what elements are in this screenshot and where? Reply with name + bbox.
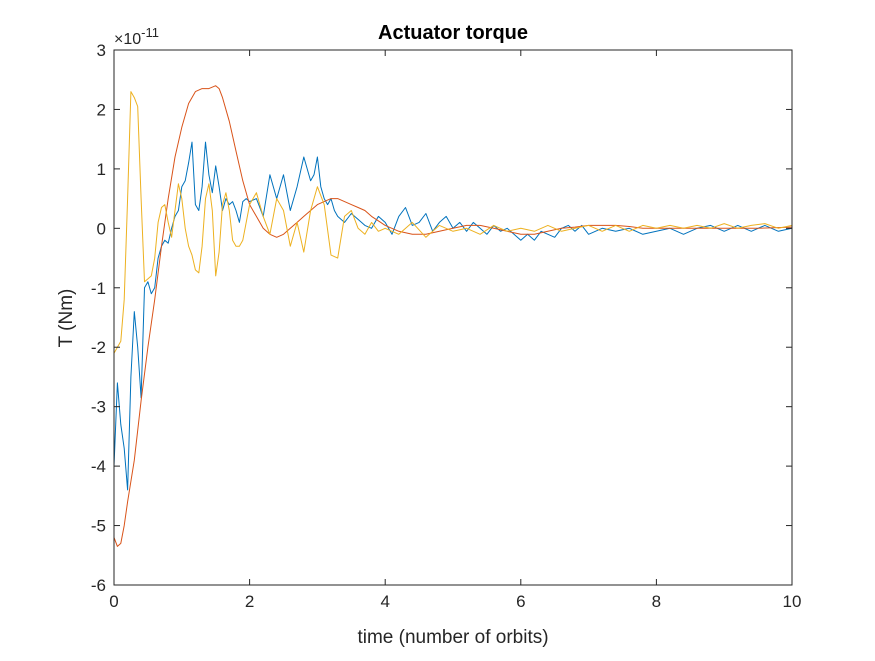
chart-title: Actuator torque xyxy=(378,22,528,44)
x-tick-label: 2 xyxy=(245,592,254,611)
y-tick-label: -5 xyxy=(91,517,106,536)
y-axis-label: T (Nm) xyxy=(56,289,77,348)
y-tick-label: -1 xyxy=(91,279,106,298)
plot-background xyxy=(114,50,792,585)
y-exponent-power: -11 xyxy=(141,25,159,40)
series-line-1 xyxy=(113,141,793,491)
y-exponent-label: ×10-11 xyxy=(114,25,159,48)
y-exponent-base: ×10 xyxy=(114,31,141,48)
series-line-3 xyxy=(113,91,793,354)
y-tick-label: -3 xyxy=(91,398,106,417)
y-tick-label: -6 xyxy=(91,576,106,595)
y-tick-label: 1 xyxy=(97,160,106,179)
x-tick-label: 0 xyxy=(109,592,118,611)
y-tick-label: 2 xyxy=(97,100,106,119)
series-layer xyxy=(113,85,793,547)
ticks-layer: 0 2 4 6 8 10 -6 -5 -4 -3 -2 -1 0 1 2 3 xyxy=(91,41,802,611)
y-tick-label: 3 xyxy=(97,41,106,60)
plot-box xyxy=(113,49,793,586)
series-line-2 xyxy=(113,85,793,547)
x-tick-label: 8 xyxy=(652,592,661,611)
x-tick-label: 4 xyxy=(380,592,389,611)
y-tick-label: -2 xyxy=(91,338,106,357)
x-tick-label: 6 xyxy=(516,592,525,611)
y-tick-label: -4 xyxy=(91,457,106,476)
x-tick-label: 10 xyxy=(783,592,802,611)
y-tick-label: 0 xyxy=(97,219,106,238)
x-axis-label: time (number of orbits) xyxy=(357,627,548,648)
